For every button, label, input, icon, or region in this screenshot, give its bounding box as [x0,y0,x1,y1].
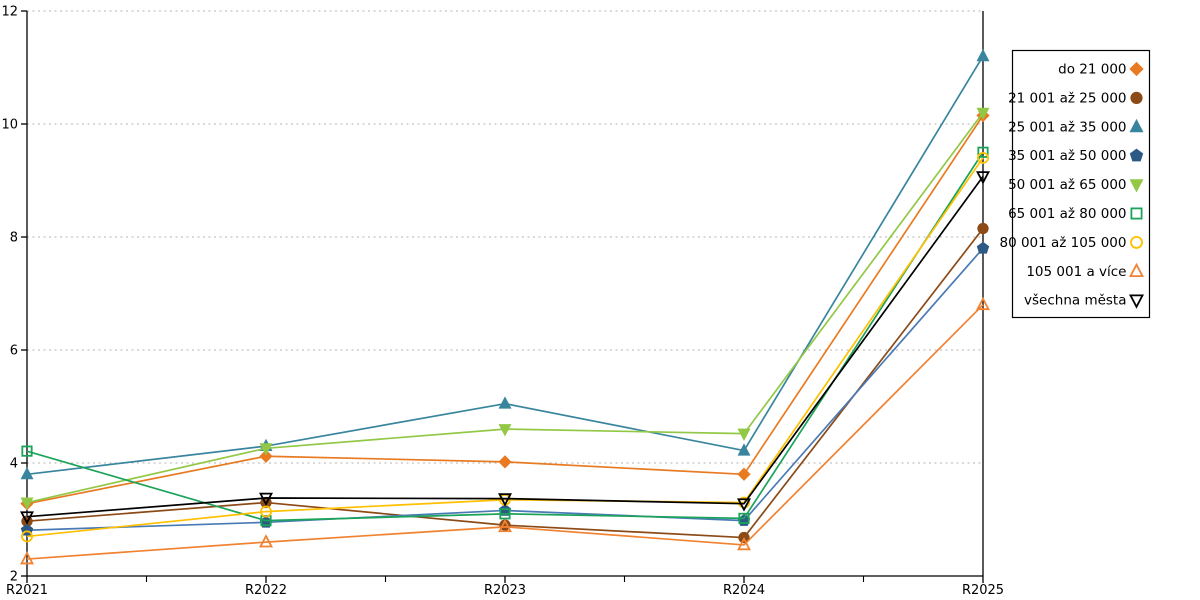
legend-item-marker [1129,294,1144,309]
legend-item-label: 65 001 až 80 000 [1008,206,1126,222]
y-tick-label: 12 [1,5,18,20]
legend-item-label: všechna města [1024,293,1126,309]
data-point [498,518,512,533]
data-point [20,466,34,480]
legend-item-label: 25 001 až 35 000 [1008,119,1126,135]
legend-item-marker [1129,262,1144,278]
x-tick-label: R2023 [484,583,526,598]
legend-item-marker [1129,61,1144,77]
data-point [737,467,751,481]
data-point [498,424,512,437]
legend-item-marker [1130,91,1143,105]
series-line [26,115,984,505]
legend-item-marker [1129,148,1144,162]
data-point [259,443,273,456]
y-tick-label: 2 [10,570,18,585]
data-point [977,222,989,235]
x-tick-label: R2024 [723,583,765,598]
legend-item-label: 21 001 až 25 000 [1008,90,1126,106]
data-point [259,534,273,548]
data-point [737,536,751,551]
x-tick-label: R2021 [6,583,48,598]
data-point [976,296,990,311]
data-point [738,496,750,509]
legend-box [1011,49,1151,319]
data-point [499,508,511,520]
data-point [21,530,33,543]
y-tick-label: 6 [10,344,18,359]
data-point [738,512,750,524]
series-line [26,228,984,539]
data-point [259,492,273,507]
data-point [976,171,990,185]
y-tick-label: 10 [1,118,18,133]
y-tick-label: 4 [10,457,18,472]
data-point [737,498,751,512]
series-line [26,247,984,532]
legend-item-marker [1130,207,1143,220]
series-line [26,304,984,560]
legend-item-marker [1129,179,1144,193]
series-line [26,157,984,538]
data-point [976,48,990,62]
x-tick-label: R2025 [962,583,1004,598]
legend-item-label: 50 001 až 65 000 [1008,177,1126,193]
data-point [20,511,34,525]
series-line [26,151,984,522]
legend-item-marker [1129,118,1144,133]
data-point [976,241,990,254]
data-point [737,428,751,441]
data-point [977,151,989,164]
data-point [976,107,990,121]
data-point [20,551,34,565]
data-point [260,505,272,518]
data-point [737,443,751,456]
data-point [498,455,512,469]
data-point [498,396,512,409]
data-point [20,497,34,510]
legend-item-label: 35 001 až 50 000 [1008,148,1126,164]
legend-item-label: do 21 000 [1058,62,1126,78]
data-point [259,449,273,463]
legend-item-label: 80 001 až 105 000 [999,235,1126,251]
data-point [498,493,512,507]
data-point [977,146,989,158]
data-point [21,445,33,457]
series-line [26,112,984,504]
legend-item-label: 105 001 a více [1026,264,1126,280]
x-tick-label: R2022 [245,583,287,598]
legend-item-marker [1130,235,1143,249]
series-line [26,176,984,518]
y-tick-label: 8 [10,231,18,246]
